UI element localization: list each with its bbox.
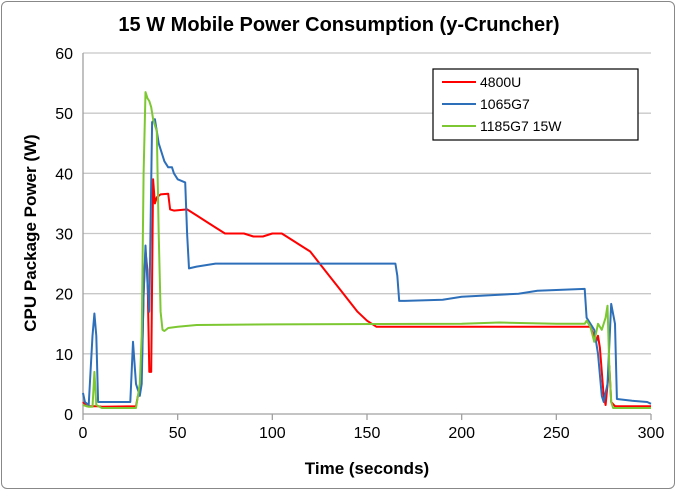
series-line-1185g7-15w bbox=[82, 91, 651, 409]
x-tick-label: 0 bbox=[79, 425, 88, 442]
y-tick-label: 20 bbox=[55, 287, 73, 304]
y-tick-label: 30 bbox=[55, 227, 73, 244]
x-tick-label: 150 bbox=[354, 425, 381, 442]
legend-label: 4800U bbox=[480, 74, 521, 90]
x-tick-label: 200 bbox=[448, 425, 475, 442]
x-tick-label: 100 bbox=[259, 425, 286, 442]
y-tick-label: 50 bbox=[55, 106, 73, 123]
x-tick-label: 50 bbox=[169, 425, 187, 442]
legend-label: 1185G7 15W bbox=[480, 118, 562, 134]
y-axis-label: CPU Package Power (W) bbox=[21, 134, 40, 331]
x-tick-label: 300 bbox=[638, 425, 665, 442]
y-tick-label: 0 bbox=[64, 407, 73, 424]
y-tick-label: 10 bbox=[55, 347, 73, 364]
series-line-1065g7 bbox=[82, 118, 652, 406]
y-tick-label: 60 bbox=[55, 46, 73, 63]
x-axis-label: Time (seconds) bbox=[305, 459, 429, 478]
y-tick-label: 40 bbox=[55, 166, 73, 183]
legend-label: 1065G7 bbox=[480, 96, 530, 112]
legend: 4800U 1065G7 1185G7 15W bbox=[432, 68, 639, 141]
x-tick-label: 250 bbox=[543, 425, 570, 442]
chart-title: 15 W Mobile Power Consumption (y-Crunche… bbox=[118, 14, 559, 36]
